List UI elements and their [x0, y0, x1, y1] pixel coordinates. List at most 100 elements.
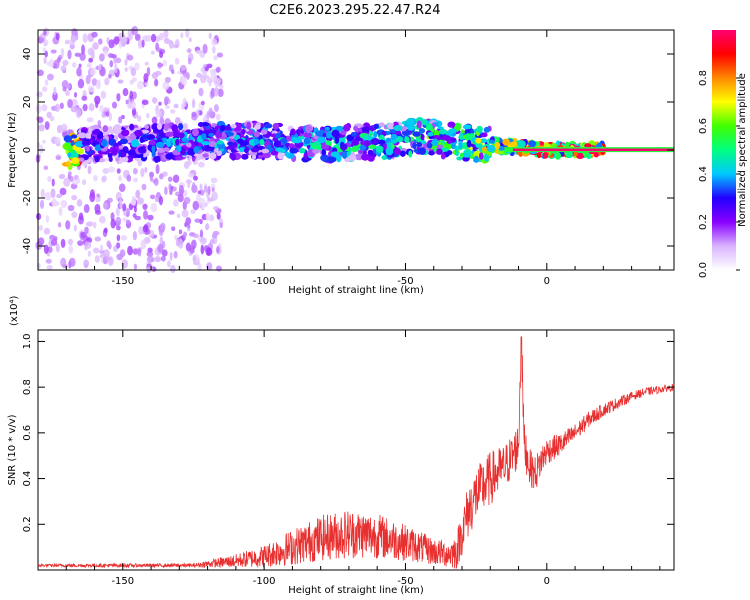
spectrogram-cell — [68, 245, 74, 254]
spectrogram-cell — [84, 226, 89, 234]
spectrogram-cell — [214, 104, 219, 113]
spectrogram-cell — [167, 176, 173, 182]
spectrogram-cell — [36, 212, 42, 221]
spectrogram-cell — [216, 150, 222, 157]
spectrogram-cell — [502, 138, 511, 146]
spectrogram-cell — [219, 125, 227, 132]
spectrogram-cell — [85, 146, 90, 152]
spectrogram-cell — [49, 115, 55, 122]
spectrogram-cell — [147, 144, 153, 151]
spectrogram-cell — [141, 129, 150, 134]
spectrogram-cell — [37, 37, 45, 44]
spectrogram-cell — [47, 175, 52, 183]
spectrogram-cell — [182, 97, 187, 108]
spectrogram-cell — [154, 78, 159, 87]
spectrogram-cell — [141, 99, 149, 106]
spectrogram-cell — [93, 247, 100, 254]
spectrogram-cell — [416, 142, 423, 148]
spectrogram-cell — [177, 132, 185, 139]
spectrogram-cell — [50, 239, 58, 246]
spectrogram-cell — [208, 141, 217, 148]
spectrogram-cell — [208, 32, 212, 40]
spectrogram-cell — [425, 123, 433, 132]
spectrogram-cell — [181, 209, 189, 218]
spectrogram-cell — [95, 79, 101, 90]
carrier-band-core — [512, 148, 674, 152]
spectrogram-cell — [116, 93, 121, 102]
spectrogram-cell — [88, 126, 93, 135]
spectrogram-cell — [377, 139, 386, 145]
spectrogram-cell — [166, 141, 171, 147]
spectrogram-cell — [163, 123, 169, 131]
spectrogram-cell — [174, 156, 183, 161]
spectrogram-cell — [261, 148, 270, 154]
spectrogram-cell — [169, 251, 173, 261]
spectrogram-cell — [593, 151, 599, 158]
spectrogram-cell — [84, 241, 92, 249]
spectrogram-cell — [132, 248, 139, 255]
spectrogram-cell — [116, 168, 121, 174]
spectrogram-cell — [102, 125, 109, 133]
spectrogram-cell — [58, 206, 63, 216]
spectrogram-cell — [102, 202, 108, 210]
spectrogram-cell — [454, 145, 459, 152]
spectrogram-cell — [351, 132, 358, 137]
spectrogram-cell — [137, 158, 143, 167]
spectrogram-cell — [212, 205, 220, 211]
spectrogram-cell — [161, 249, 168, 257]
spectrogram-cell — [93, 128, 101, 135]
spectrogram-cell — [132, 177, 138, 183]
spectrogram-cell — [93, 174, 98, 182]
spectrogram-cell — [124, 67, 129, 72]
spectrogram-cell — [210, 183, 216, 190]
colorbar-tick-label: 0.8 — [698, 70, 709, 86]
spectrogram-cell — [103, 50, 109, 56]
spectrogram-cell — [216, 140, 224, 145]
spectrogram-cell — [232, 141, 238, 148]
spectrogram-cell — [41, 86, 48, 92]
spectrogram-cell — [289, 147, 298, 154]
spectrogram-cell — [114, 57, 122, 64]
spectrogram-cell — [370, 139, 376, 145]
snr-marks — [37, 336, 675, 570]
spectrogram-cell — [52, 91, 58, 101]
spectrogram-cell — [264, 123, 273, 129]
spectrogram-cell — [59, 102, 64, 110]
spectrogram-cell — [412, 142, 417, 150]
y-tick-label: 20 — [22, 96, 33, 109]
spectrogram-cell — [224, 126, 231, 131]
spectrogram-cell — [469, 133, 475, 138]
spectrogram-cell — [151, 116, 158, 125]
spectrogram-cell — [37, 237, 45, 246]
spectrogram-cell — [77, 132, 87, 139]
y-tick-label: -20 — [22, 190, 33, 206]
spectrogram-cell — [202, 153, 209, 158]
spectrogram-cell — [290, 128, 296, 136]
spectrogram-cell — [254, 124, 261, 130]
spectrogram-cell — [103, 157, 109, 162]
spectrogram-cell — [176, 145, 182, 152]
spectrogram-cell — [324, 126, 330, 131]
spectrogram-cell — [480, 132, 488, 138]
spectrogram-cell — [186, 48, 192, 53]
spectrogram-cell — [45, 214, 50, 223]
spectrogram-cell — [155, 141, 165, 148]
spectrogram-cell — [151, 72, 159, 80]
spectrogram-cell — [250, 147, 260, 153]
snr-multiplier-label: (x10⁴) — [9, 295, 20, 326]
spectrogram-cell — [260, 129, 268, 135]
spectrogram-cell — [378, 122, 385, 128]
spectrogram-cell — [75, 108, 81, 119]
spectrogram-cell — [187, 172, 195, 178]
spectrogram-cell — [317, 136, 326, 144]
spectrogram-cell — [315, 130, 324, 137]
spectrogram-cell — [438, 128, 448, 135]
spectrogram-cell — [458, 141, 463, 150]
spectrogram-cell — [120, 129, 130, 137]
snr-y-axis-label: SNR (10 * v/v) — [7, 414, 18, 485]
spectrogram-cell — [60, 123, 68, 133]
spectrogram-cell — [85, 74, 91, 85]
spectrogram-cell — [87, 250, 91, 257]
spectrogram-cell — [49, 234, 56, 241]
spectrogram-cell — [418, 147, 427, 155]
